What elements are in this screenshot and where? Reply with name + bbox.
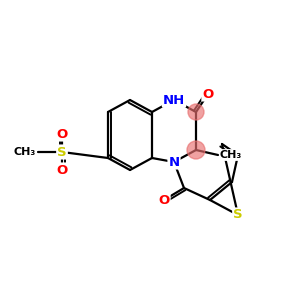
Text: S: S: [57, 146, 67, 158]
Text: NH: NH: [163, 94, 185, 106]
Text: O: O: [158, 194, 169, 206]
Circle shape: [188, 104, 204, 120]
Text: S: S: [233, 208, 243, 221]
Text: O: O: [56, 164, 68, 176]
Text: O: O: [202, 88, 214, 100]
Text: CH₃: CH₃: [14, 147, 36, 157]
Text: N: N: [168, 155, 180, 169]
Text: CH₃: CH₃: [220, 150, 242, 160]
Text: O: O: [56, 128, 68, 140]
Circle shape: [187, 141, 205, 159]
